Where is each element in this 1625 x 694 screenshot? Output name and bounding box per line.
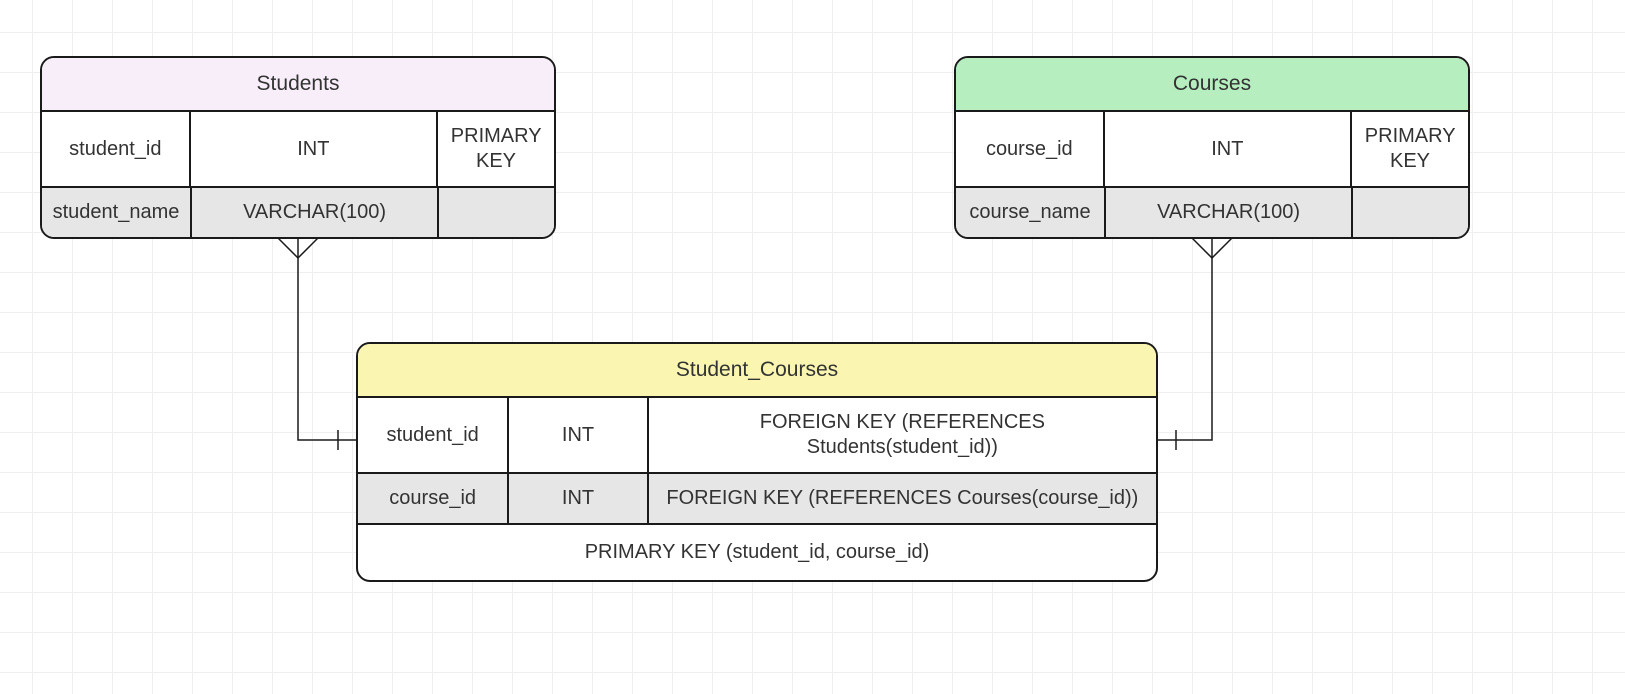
table-row: course_name VARCHAR(100): [956, 186, 1468, 237]
col-type: INT: [191, 112, 438, 186]
entity-courses: Courses course_id INT PRIMARY KEY course…: [954, 56, 1470, 239]
col-constraint: FOREIGN KEY (REFERENCES Courses(course_i…: [649, 474, 1156, 523]
entity-student-courses: Student_Courses student_id INT FOREIGN K…: [356, 342, 1158, 582]
col-name: course_id: [956, 112, 1105, 186]
col-type: INT: [509, 398, 648, 472]
table-row: course_id INT FOREIGN KEY (REFERENCES Co…: [358, 472, 1156, 523]
col-name: student_id: [358, 398, 509, 472]
col-name: student_id: [42, 112, 191, 186]
entity-student-courses-header: Student_Courses: [358, 344, 1156, 398]
table-row: course_id INT PRIMARY KEY: [956, 112, 1468, 186]
col-type: INT: [509, 474, 648, 523]
col-constraint: [1353, 188, 1468, 237]
col-name: course_id: [358, 474, 509, 523]
col-type: VARCHAR(100): [192, 188, 439, 237]
col-name: student_name: [42, 188, 192, 237]
table-row: student_id INT FOREIGN KEY (REFERENCES S…: [358, 398, 1156, 472]
entity-students-header: Students: [42, 58, 554, 112]
col-constraint: PRIMARY KEY: [1352, 112, 1468, 186]
col-type: INT: [1105, 112, 1352, 186]
col-type: VARCHAR(100): [1106, 188, 1353, 237]
entity-courses-header: Courses: [956, 58, 1468, 112]
col-constraint: FOREIGN KEY (REFERENCES Students(student…: [649, 398, 1156, 472]
table-row: student_name VARCHAR(100): [42, 186, 554, 237]
table-row: student_id INT PRIMARY KEY: [42, 112, 554, 186]
entity-student-courses-footer: PRIMARY KEY (student_id, course_id): [358, 523, 1156, 580]
entity-students: Students student_id INT PRIMARY KEY stud…: [40, 56, 556, 239]
col-constraint: [439, 188, 554, 237]
col-name: course_name: [956, 188, 1106, 237]
col-constraint: PRIMARY KEY: [438, 112, 554, 186]
